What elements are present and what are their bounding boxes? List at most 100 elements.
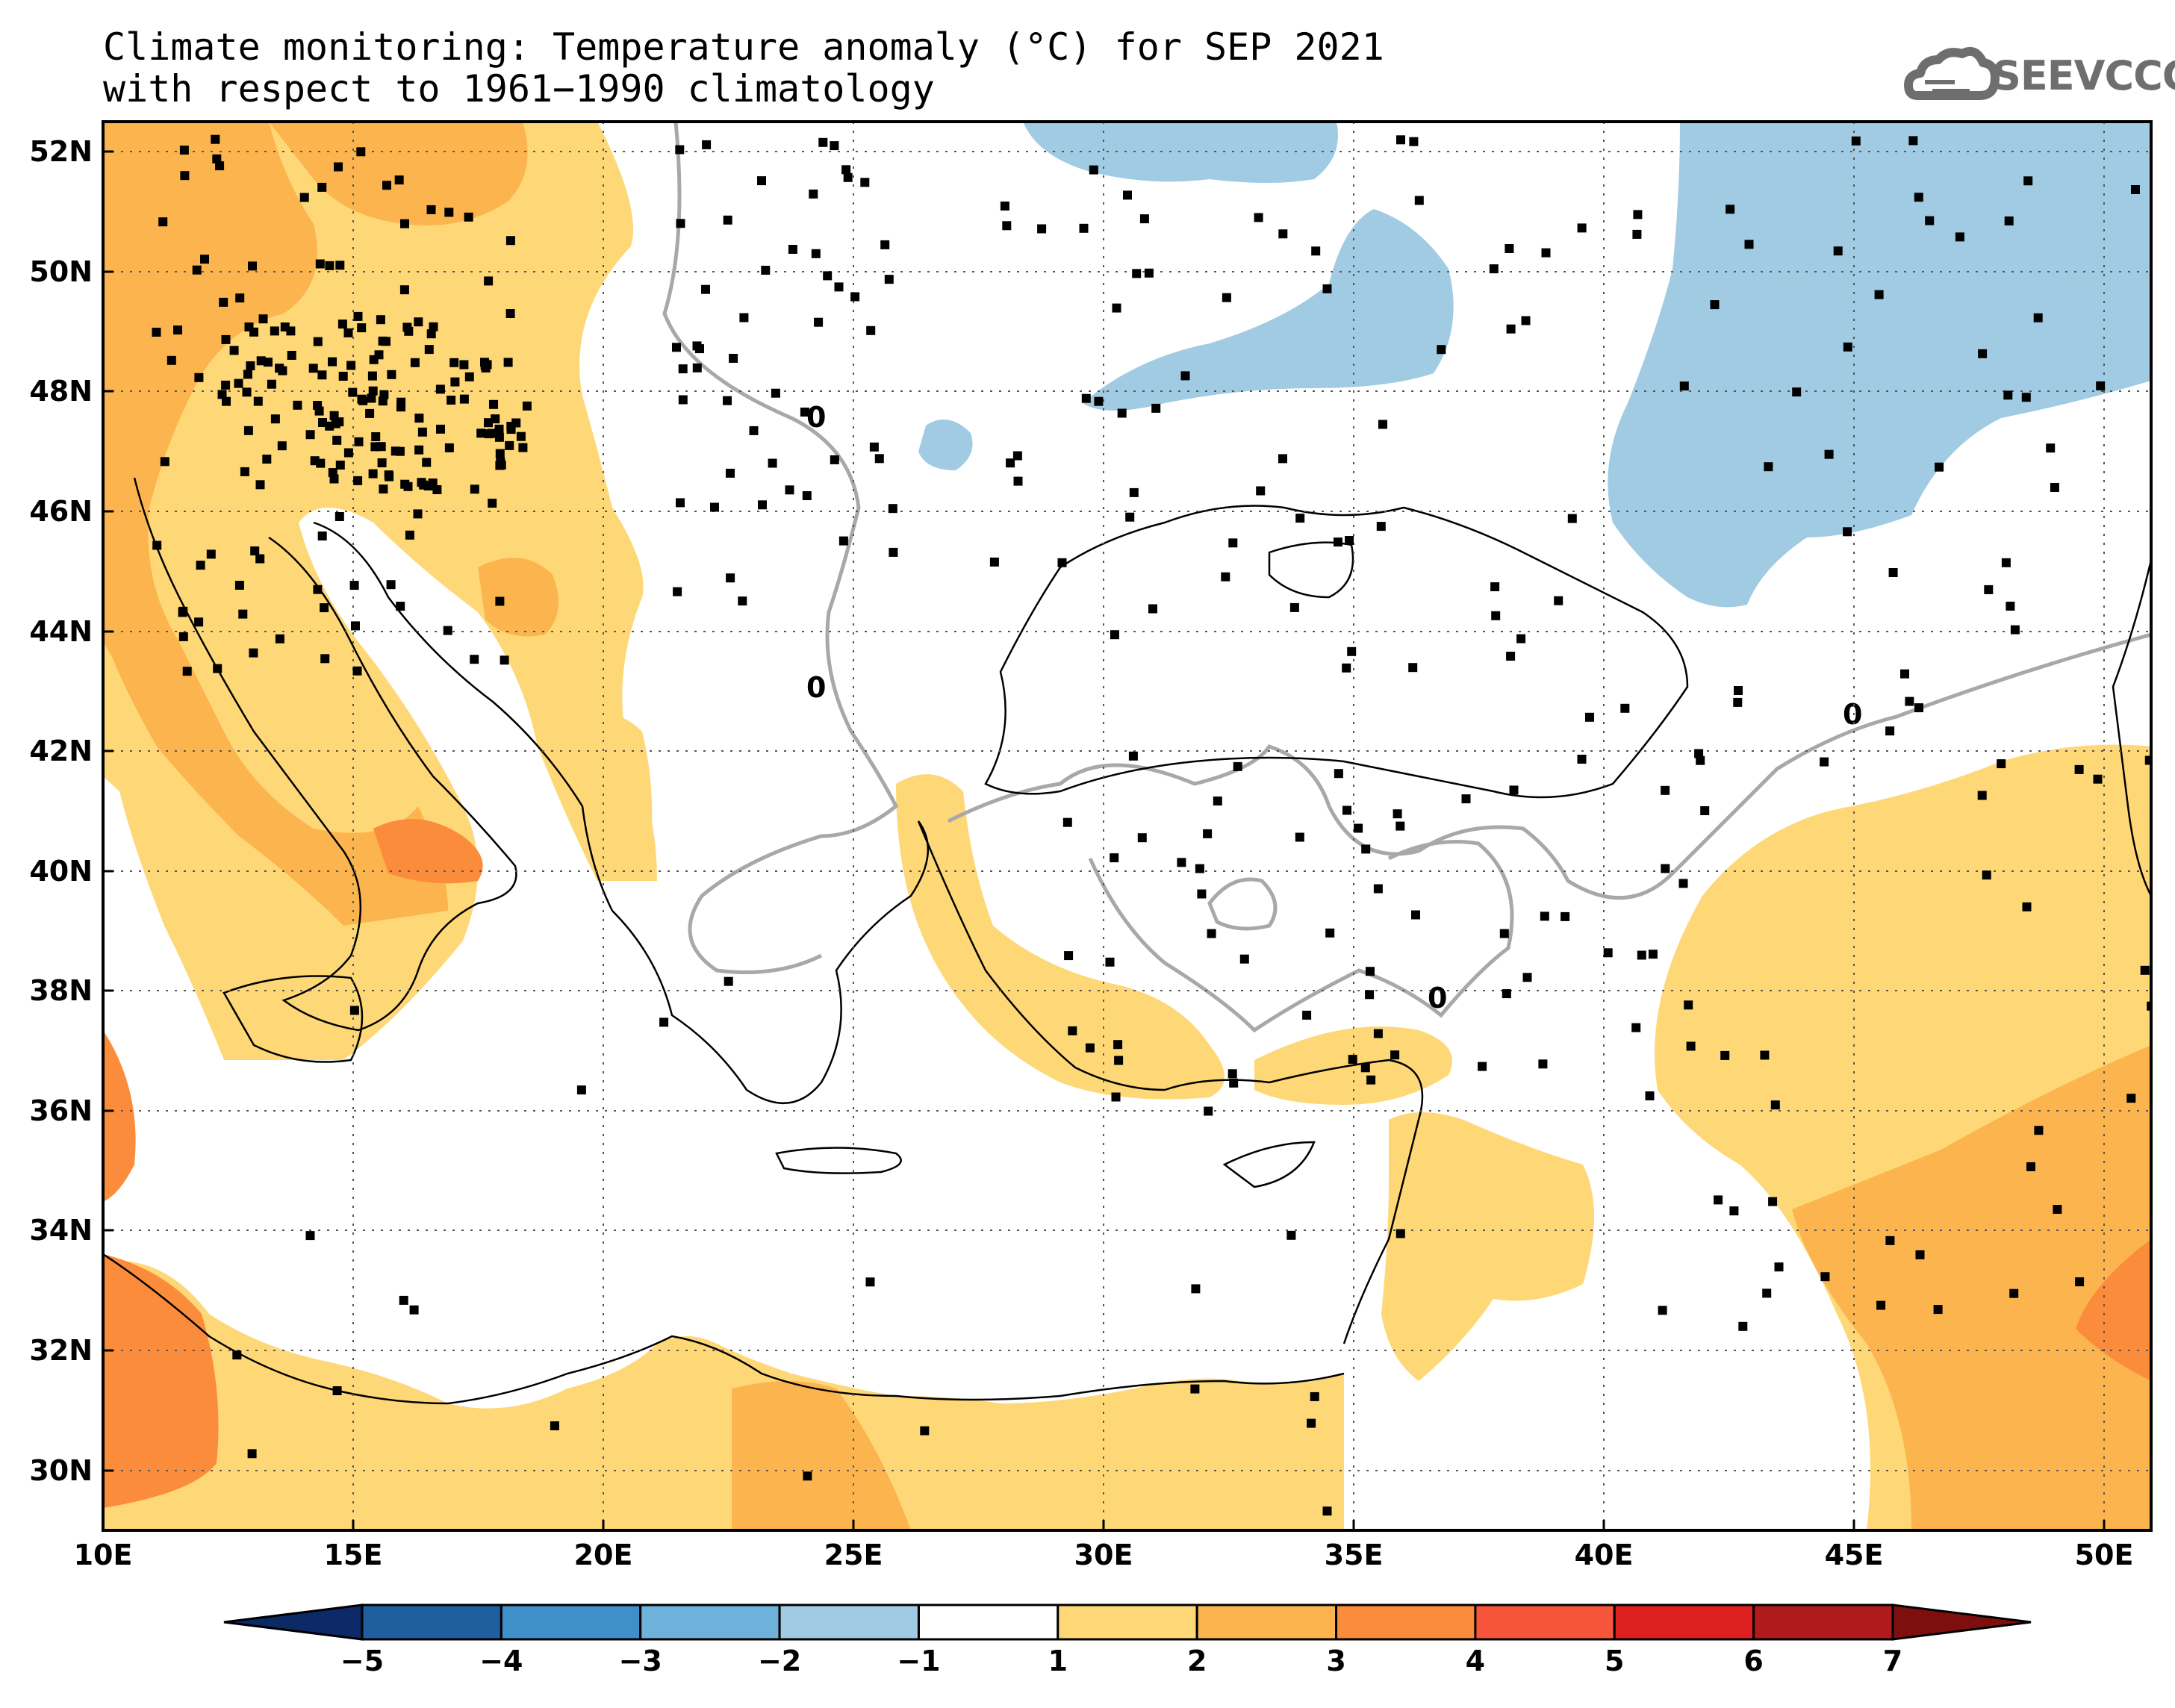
station-marker [1648,950,1658,959]
station-marker [488,499,497,508]
station-marker [1325,928,1335,938]
station-marker [374,350,384,360]
zero-contour-small-loop [1207,877,1278,931]
colorbar-level-label: 3 [1326,1645,1345,1677]
station-marker [238,609,248,619]
station-marker [275,634,284,643]
coastlines [103,477,2151,1405]
station-marker [522,401,532,411]
station-marker [367,393,376,403]
station-marker [320,603,329,613]
station-marker [2010,625,2020,635]
station-marker [178,608,187,617]
station-marker [1347,646,1357,656]
lon-tick-label: 50E [2075,1539,2134,1571]
station-marker [1768,1197,1778,1206]
anomaly-fields [103,122,2151,1530]
station-marker [1678,879,1688,888]
colorbar-level-label: 1 [1048,1645,1068,1677]
station-marker [1117,408,1127,418]
station-marker [491,414,500,424]
station-marker [1585,712,1594,722]
station-marker [675,145,685,155]
station-marker [1177,858,1186,867]
station-marker [1094,396,1104,406]
station-marker [1151,403,1161,413]
station-marker [329,474,339,484]
station-marker [1213,797,1222,805]
station-marker [1334,537,1342,547]
station-marker [396,397,406,407]
colorbar-cell [1474,1603,1616,1641]
sicily-coast [223,975,364,1063]
station-marker [356,147,366,157]
station-marker [1013,476,1023,486]
station-marker [313,585,323,594]
station-marker [843,172,853,182]
zero-contours [662,122,2151,1033]
station-marker [310,456,320,466]
lat-tick-label: 34N [29,1214,93,1247]
station-marker [2050,483,2059,492]
station-marker [880,240,890,249]
station-marker [414,414,424,423]
contour-label-3: 0 [1428,982,1447,1014]
station-marker [2021,393,2031,402]
station-marker [179,146,189,155]
station-marker [678,364,688,374]
station-marker [1195,864,1204,873]
station-marker [436,424,445,434]
station-marker [2033,313,2043,322]
station-marker [160,457,169,467]
station-marker [390,446,400,456]
station-marker [194,373,204,382]
station-marker [173,325,182,335]
station-marker [1310,1391,1319,1401]
station-marker [414,317,423,327]
station-marker [1068,1026,1077,1035]
colorbar-level-label: −2 [758,1645,801,1677]
colorbar-level-label: 4 [1466,1645,1485,1677]
station-marker [1366,967,1375,976]
station-marker [1081,393,1091,403]
crimea-coast [1268,541,1354,599]
lon-tick-label: 45E [1825,1539,1884,1571]
station-marker [1744,240,1754,249]
station-marker [329,411,339,420]
station-marker [318,418,327,427]
station-marker [505,309,515,318]
cold-area-russia-south [1608,122,2151,608]
station-marker [1820,1272,1830,1282]
station-marker [386,580,396,590]
station-marker [256,356,266,366]
colorbar-level-label: −3 [619,1645,662,1677]
station-marker [1726,205,1735,214]
station-marker [325,421,335,431]
station-marker [1191,1284,1201,1294]
station-marker [500,655,509,665]
station-marker [206,549,216,559]
station-marker [459,360,469,370]
station-marker [1984,585,1994,594]
station-marker [1360,1063,1370,1073]
latitude-ticks: 52N 50N 48N 46N 44N 42N 40N 38N 36N 34N 32N 30N [29,135,113,1487]
station-marker [470,484,479,494]
station-marker [382,181,391,190]
station-marker [470,655,479,664]
station-marker [152,540,162,550]
station-marker [702,140,712,149]
station-marker [1603,948,1613,958]
station-marker [1322,284,1332,293]
station-marker [1295,832,1304,842]
station-marker [1000,202,1009,211]
station-marker [221,334,231,344]
station-marker [484,276,494,286]
colorbar-level-label: 6 [1743,1645,1763,1677]
station-marker [1538,1059,1548,1069]
station-marker [1144,268,1154,278]
station-marker [1079,223,1089,233]
station-marker [194,617,204,627]
station-marker [739,313,749,322]
moderate-area-balkans [478,558,558,637]
station-marker [1322,1506,1332,1516]
